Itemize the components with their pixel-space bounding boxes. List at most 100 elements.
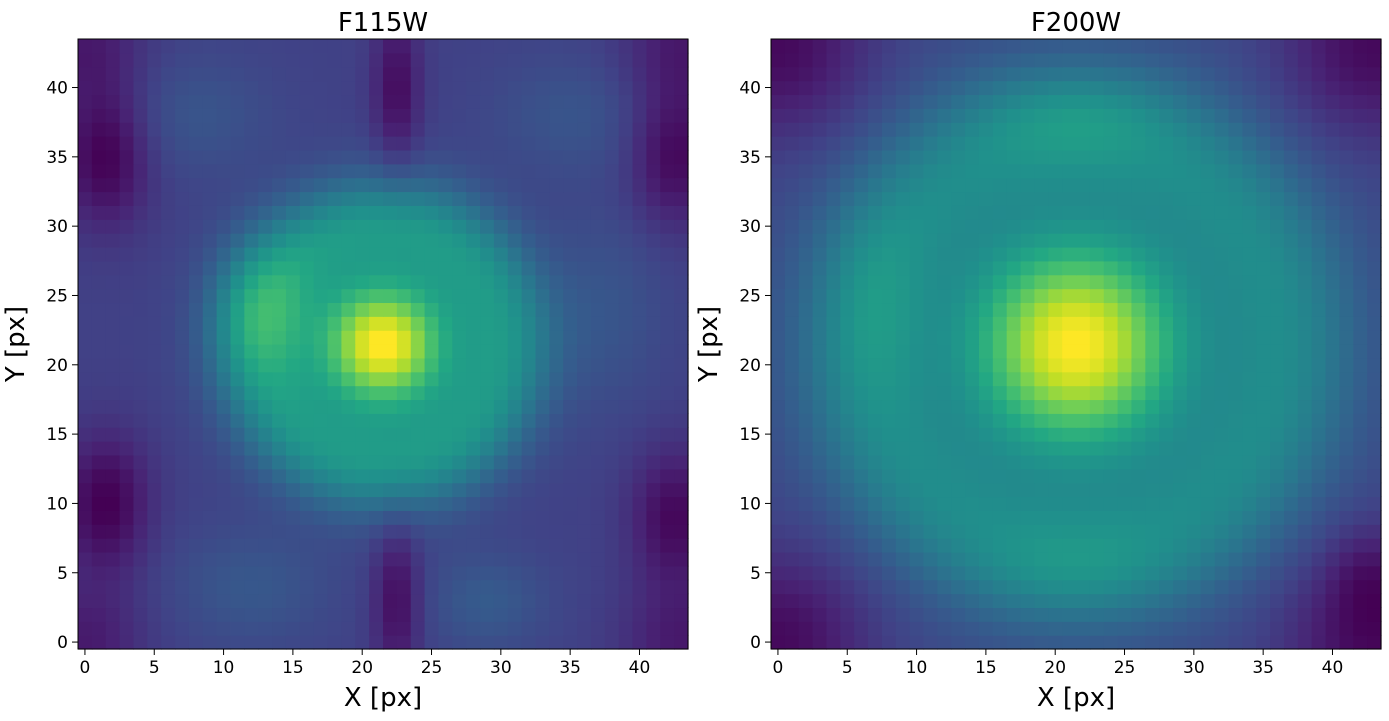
heatmap-cell [355, 289, 369, 303]
heatmap-cell [92, 372, 106, 386]
heatmap-cell [522, 330, 536, 344]
heatmap-cell [577, 372, 591, 386]
heatmap-cell [896, 150, 910, 164]
heatmap-cell [868, 289, 882, 303]
heatmap-cell [1048, 344, 1062, 358]
heatmap-cell [840, 122, 854, 136]
heatmap-cell [466, 344, 480, 358]
heatmap-cell [1159, 594, 1173, 608]
heatmap-cell [979, 413, 993, 427]
heatmap-cell [508, 122, 522, 136]
heatmap-cell [369, 122, 383, 136]
heatmap-cell [425, 510, 439, 524]
heatmap-cell [147, 607, 161, 621]
heatmap-cell [1048, 607, 1062, 621]
heatmap-cell [937, 399, 951, 413]
heatmap-cell [425, 594, 439, 608]
heatmap-cell [1229, 524, 1243, 538]
heatmap-cell [1256, 219, 1270, 233]
heatmap-cell [438, 344, 452, 358]
heatmap-cell [577, 108, 591, 122]
heatmap-cell [1201, 316, 1215, 330]
heatmap-cell [619, 136, 633, 150]
heatmap-cell [522, 261, 536, 275]
x-tick-label: 30 [1183, 658, 1205, 678]
heatmap-cell [231, 594, 245, 608]
heatmap-cell [1284, 524, 1298, 538]
heatmap-cell [494, 178, 508, 192]
heatmap-cell [799, 302, 813, 316]
heatmap-cell [1118, 607, 1132, 621]
heatmap-cell [203, 552, 217, 566]
heatmap-cell [1159, 219, 1173, 233]
heatmap-cell [120, 621, 134, 635]
heatmap-cell [646, 344, 660, 358]
heatmap-cell [619, 108, 633, 122]
heatmap-cell [328, 552, 342, 566]
heatmap-cell [272, 205, 286, 219]
heatmap-cell [993, 621, 1007, 635]
heatmap-cell [1242, 302, 1256, 316]
heatmap-cell [286, 53, 300, 67]
heatmap-cell [1339, 302, 1353, 316]
heatmap-cell [577, 386, 591, 400]
heatmap-cell [937, 427, 951, 441]
heatmap-cell [563, 233, 577, 247]
heatmap-cell [1090, 552, 1104, 566]
heatmap-cell [799, 386, 813, 400]
heatmap-cell [1007, 566, 1021, 580]
heatmap-cell [896, 607, 910, 621]
heatmap-cell [536, 150, 550, 164]
heatmap-cell [660, 358, 674, 372]
heatmap-cell [369, 372, 383, 386]
heatmap-cell [1145, 164, 1159, 178]
heatmap-cell [868, 247, 882, 261]
heatmap-cell [1007, 510, 1021, 524]
heatmap-cell [549, 607, 563, 621]
heatmap-cell [1007, 441, 1021, 455]
heatmap-cell [217, 289, 231, 303]
heatmap-cell [355, 510, 369, 524]
heatmap-cell [563, 178, 577, 192]
heatmap-cell [300, 399, 314, 413]
heatmap-cell [965, 594, 979, 608]
heatmap-cell [605, 53, 619, 67]
heatmap-cell [605, 386, 619, 400]
heatmap-cell [1326, 441, 1340, 455]
heatmap-cell [175, 399, 189, 413]
heatmap-cell [397, 510, 411, 524]
heatmap-cell [452, 81, 466, 95]
heatmap-cell [937, 635, 951, 649]
heatmap-cell [1353, 607, 1367, 621]
heatmap-cell [438, 510, 452, 524]
heatmap-cell [272, 594, 286, 608]
heatmap-cell [78, 469, 92, 483]
heatmap-cell [189, 316, 203, 330]
heatmap-cell [120, 372, 134, 386]
heatmap-cell [605, 607, 619, 621]
heatmap-cell [1034, 372, 1048, 386]
heatmap-cell [1256, 538, 1270, 552]
heatmap-cell [993, 316, 1007, 330]
heatmap-cell [383, 469, 397, 483]
heatmap-cell [1076, 552, 1090, 566]
heatmap-cell [591, 344, 605, 358]
heatmap-cell [452, 441, 466, 455]
heatmap-cell [452, 372, 466, 386]
heatmap-cell [1201, 178, 1215, 192]
heatmap-cell [1187, 67, 1201, 81]
heatmap-cell [1159, 330, 1173, 344]
heatmap-cell [217, 205, 231, 219]
heatmap-cell [244, 455, 258, 469]
heatmap-cell [1090, 94, 1104, 108]
heatmap-cell [1159, 81, 1173, 95]
heatmap-cell [425, 344, 439, 358]
heatmap-cell [813, 607, 827, 621]
heatmap-cell [1367, 510, 1381, 524]
heatmap-cell [1339, 510, 1353, 524]
heatmap-cell [896, 524, 910, 538]
heatmap-cell [813, 580, 827, 594]
heatmap-cell [1104, 413, 1118, 427]
heatmap-cell [1131, 136, 1145, 150]
heatmap-cell [1367, 344, 1381, 358]
